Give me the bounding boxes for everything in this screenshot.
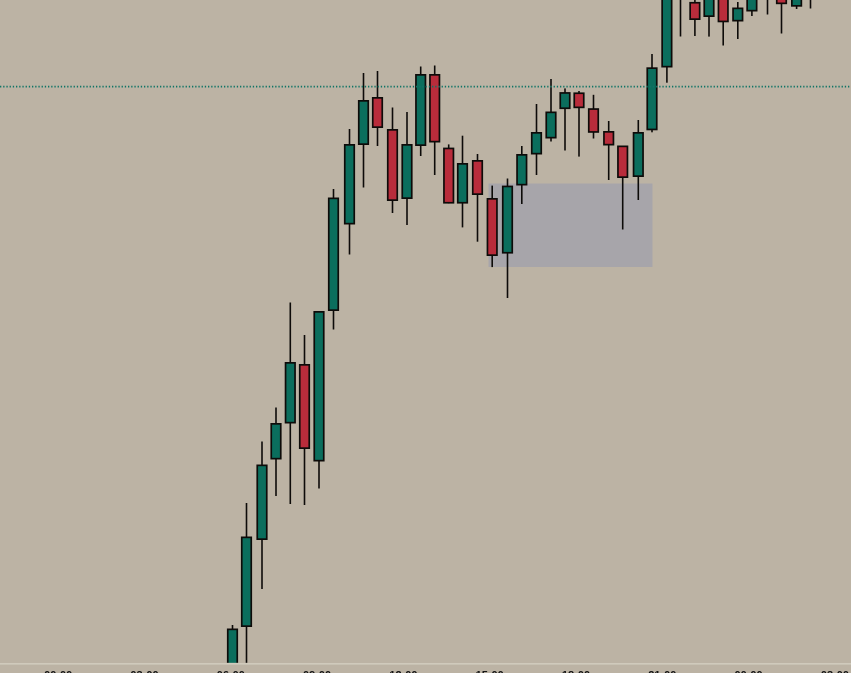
- svg-text:18:00: 18:00: [562, 670, 590, 673]
- svg-text:15:00: 15:00: [476, 670, 504, 673]
- svg-text:06:00: 06:00: [217, 670, 245, 673]
- svg-text:21:00: 21:00: [648, 670, 676, 673]
- svg-text:09:00: 09:00: [303, 670, 331, 673]
- svg-text:00:00: 00:00: [735, 670, 763, 673]
- svg-text:12:00: 12:00: [389, 670, 417, 673]
- svg-text:00:00: 00:00: [44, 670, 72, 673]
- svg-text:03:00: 03:00: [821, 670, 849, 673]
- svg-text:03:00: 03:00: [130, 670, 158, 673]
